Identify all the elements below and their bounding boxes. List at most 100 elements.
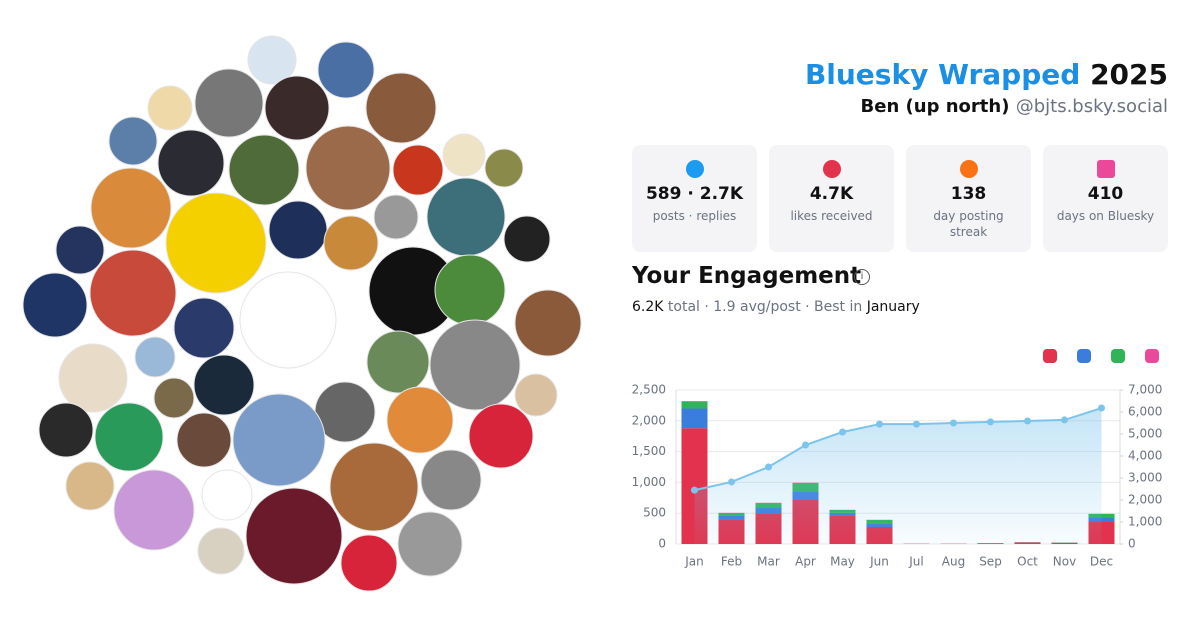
summary-text: total · 1.9 avg/post · Best in (667, 299, 863, 315)
avatar (397, 511, 463, 577)
line-point (1024, 417, 1031, 425)
avatar (484, 148, 524, 188)
avatar (514, 373, 558, 417)
legend-icon (1077, 349, 1091, 363)
x-tick-label: Jan (684, 555, 704, 569)
avatar (90, 167, 172, 249)
avatar (228, 134, 300, 206)
avatar (323, 215, 379, 271)
avatar (201, 469, 253, 521)
year: 2025 (1090, 58, 1168, 91)
stat-label: days on Bluesky (1056, 209, 1155, 223)
line-point (913, 420, 920, 428)
line-point (839, 428, 846, 436)
bar-segment (681, 401, 708, 409)
wrapped-title: Bluesky Wrapped 2025 (805, 58, 1168, 91)
y2-tick-label: 1,000 (1128, 515, 1162, 529)
avatar (165, 192, 267, 294)
y-tick-label: 500 (643, 506, 666, 520)
info-icon[interactable]: i (854, 269, 870, 285)
stat-label: day posting streak (933, 209, 1004, 239)
line-point (691, 486, 698, 494)
avatar (442, 133, 486, 177)
x-tick-label: Jun (869, 555, 889, 569)
icon (959, 160, 978, 178)
line-area (694, 408, 1102, 544)
x-tick-label: Oct (1017, 555, 1038, 569)
y2-tick-label: 4,000 (1128, 449, 1162, 463)
x-tick-label: Feb (721, 555, 742, 569)
avatar (429, 319, 521, 411)
engagement-chart: 0 500 1,000 1,500 2,000 2,500 0 1,000 2,000 3,000… (632, 349, 1162, 569)
avatar (157, 129, 225, 197)
stat-value: 138 (950, 184, 987, 204)
avatar (366, 330, 430, 394)
avatar (365, 72, 437, 144)
stat-card: 589 · 2.7K posts · replies (632, 145, 757, 252)
avatar (176, 412, 232, 468)
stat-label: posts · replies (652, 209, 737, 223)
stat-card: 4.7K likes received (769, 145, 894, 252)
avatar (55, 225, 105, 275)
icon (822, 160, 841, 178)
summary: 6.2K total · 1.9 avg/post · Best in Janu… (632, 299, 920, 315)
x-tick-label: Jul (908, 555, 923, 569)
line-point (1061, 416, 1068, 424)
avatar (305, 125, 391, 211)
stat-value: 410 (1087, 184, 1124, 204)
stat-label: likes received (790, 209, 873, 223)
stat-card: 410 days on Bluesky (1043, 145, 1168, 252)
avatar (173, 297, 235, 359)
avatar (420, 449, 482, 511)
avatar (94, 402, 164, 472)
summary-total: 6.2K (632, 299, 664, 315)
avatar (134, 336, 176, 378)
stat-value: 589 · 2.7K (645, 184, 744, 204)
x-tick-label: Aug (942, 555, 965, 569)
line-point (728, 478, 735, 486)
line-point (765, 463, 772, 471)
avatar (247, 35, 297, 85)
avatar (108, 116, 158, 166)
avatar (38, 402, 94, 458)
handle: @bjts.bsky.social (1015, 96, 1168, 117)
line-point (1098, 404, 1105, 412)
avatar (373, 194, 419, 240)
avatar (22, 272, 88, 338)
avatar (58, 343, 128, 413)
y2-tick-label: 2,000 (1128, 493, 1162, 507)
x-tick-label: Sep (979, 555, 1002, 569)
avatar (245, 487, 343, 585)
avatar (340, 534, 398, 592)
avatar (194, 68, 264, 138)
avatar (153, 377, 195, 419)
legend-icon (1111, 349, 1125, 363)
icon (1096, 160, 1115, 178)
line-point (876, 420, 883, 428)
avatar-cloud (22, 35, 582, 592)
bar-segment (681, 401, 708, 402)
x-tick-label: Dec (1090, 555, 1113, 569)
avatar (113, 469, 195, 551)
avatar (426, 177, 506, 257)
avatar (193, 354, 255, 416)
avatar (197, 527, 245, 575)
avatar (386, 386, 454, 454)
y2-tick-label: 7,000 (1128, 383, 1162, 397)
user-line: Ben (up north) @bjts.bsky.social (861, 96, 1168, 117)
bar-segment (681, 408, 708, 429)
avatar (392, 144, 444, 196)
y2-tick-label: 6,000 (1128, 405, 1162, 419)
y2-tick-label: 3,000 (1128, 471, 1162, 485)
avatar (264, 75, 330, 141)
avatar (232, 393, 326, 487)
title: Bluesky Wrapped (804, 58, 1081, 91)
x-tick-label: Mar (757, 555, 780, 569)
avatar (317, 41, 375, 99)
avatar (239, 271, 337, 369)
line-point (987, 418, 994, 426)
avatar (503, 215, 551, 263)
legend-icon (1145, 349, 1159, 363)
display-name: Ben (up north) (860, 96, 1010, 117)
